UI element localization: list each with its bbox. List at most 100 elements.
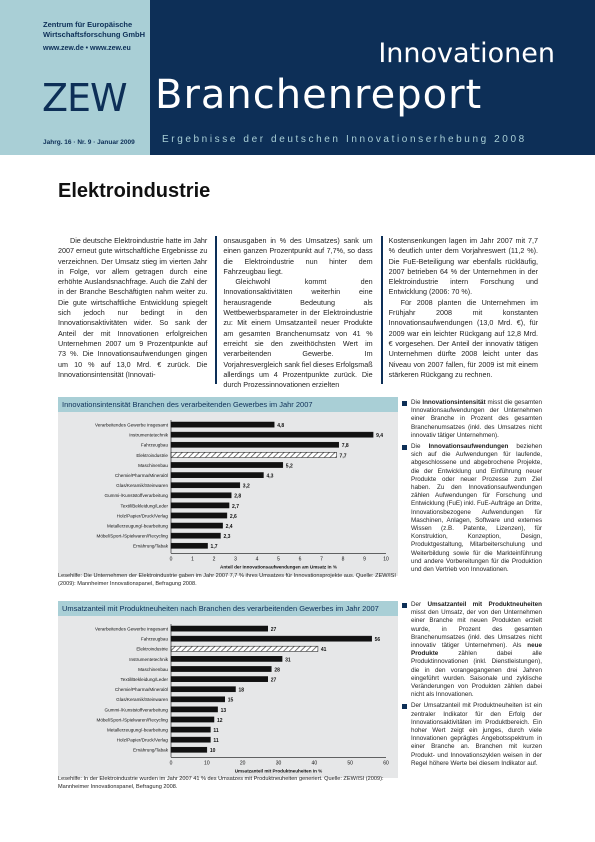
bar: [170, 462, 284, 468]
data-label: 15: [228, 698, 234, 704]
bar: [170, 512, 228, 519]
bar: [170, 625, 268, 632]
bar: [170, 441, 339, 448]
definition-item: Die Innovationsintensität misst die gesa…: [402, 399, 542, 440]
bar: [170, 736, 211, 743]
category-label: Maschinenbau: [138, 463, 168, 468]
category-label: Elektroindustrie: [136, 453, 168, 458]
header-subtitle: Ergebnisse der deutschen Innovationserhe…: [162, 134, 527, 145]
tick-label: 9: [363, 556, 366, 562]
data-label: 4,3: [266, 474, 273, 480]
category-label: Fahrzeugbau: [141, 637, 169, 642]
category-label: Textil/Bekleidung/Leder: [121, 677, 169, 682]
chart-umsatzanteil: Umsatzanteil mit Produktneuheiten nach B…: [58, 601, 398, 778]
sidebar-definitions-1: Die Innovationsintensität misst die gesa…: [402, 399, 542, 577]
category-label: Instrumentetechnik: [129, 657, 169, 662]
bar: [170, 532, 221, 539]
category-label: Instrumentetechnik: [129, 433, 169, 438]
data-label: 7,8: [342, 443, 349, 449]
article-body: Die deutsche Elektroindustrie hatte im J…: [58, 236, 538, 389]
bar: [170, 482, 241, 489]
data-label: 9,4: [376, 433, 383, 439]
data-label: 2,7: [232, 504, 239, 510]
data-label: 3,2: [243, 484, 250, 490]
bar: [170, 666, 272, 672]
data-label: 31: [285, 657, 291, 663]
bar: [170, 542, 208, 549]
bar: [170, 522, 223, 529]
tick-label: 50: [347, 760, 353, 766]
header-right-panel: [150, 0, 595, 155]
bar: [170, 686, 236, 693]
category-label: Chemie/Pharma/Mineralöl: [115, 473, 168, 478]
data-label: 41: [321, 647, 327, 653]
x-axis-label: Umsatzanteil mit Produktneuheiten in %: [235, 768, 323, 773]
category-label: Gummi-/Kunststoffverarbeitung: [105, 493, 169, 498]
tick-label: 60: [383, 760, 389, 766]
category-label: Verarbeitendes Gewerbe insgesamt: [95, 627, 169, 632]
header: Zentrum für Europäische Wirtschaftsforsc…: [0, 0, 595, 155]
org-url[interactable]: www.zew.de • www.zew.eu: [43, 45, 131, 52]
tick-label: 3: [234, 556, 237, 562]
tick-label: 6: [299, 556, 302, 562]
bar: [170, 716, 215, 723]
category-label: Möbel/Sport-/Spielwaren/Recycling: [97, 534, 169, 539]
category-label: Holz/Papier/Druck/Verlag: [117, 738, 169, 743]
chart-title: Umsatzanteil mit Produktneuheiten nach B…: [58, 601, 398, 616]
definition-item: Die Innovationsaufwendungen beziehen sic…: [402, 443, 542, 574]
sidebar-definitions-2: Der Umsatzanteil mit Produktneuheiten mi…: [402, 601, 542, 771]
category-label: Fahrzeugbau: [141, 443, 169, 448]
bar: [170, 492, 232, 499]
data-label: 11: [213, 728, 219, 734]
article-col-1: Die deutsche Elektroindustrie hatte im J…: [58, 236, 208, 379]
org-name: Zentrum für Europäische Wirtschaftsforsc…: [43, 20, 146, 39]
tick-label: 10: [383, 556, 389, 562]
bar: [170, 502, 230, 509]
tick-label: 40: [312, 760, 318, 766]
bar: [170, 746, 208, 753]
title-top: Innovationen: [378, 38, 555, 69]
tick-label: 7: [320, 556, 323, 562]
category-label: Möbel/Sport-/Spielwaren/Recycling: [97, 717, 169, 722]
category-label: Holz/Papier/Druck/Verlag: [117, 513, 169, 518]
chart-innovationsintensitaet: Innovationsintensität Branchen des verar…: [58, 397, 398, 576]
data-label: 11: [213, 738, 219, 744]
bar: [170, 472, 264, 478]
category-label: Ernährung/Tabak: [133, 544, 169, 549]
x-axis-label: Anteil der Innovationsaufwendungen am Um…: [220, 564, 337, 569]
data-label: 2,8: [234, 494, 241, 500]
bar: [170, 635, 372, 642]
bar: [170, 726, 211, 733]
data-label: 27: [271, 678, 277, 684]
category-label: Metallerzeugung/-bearbeitung: [107, 728, 168, 733]
data-label: 56: [375, 637, 381, 643]
title-main: Branchenreport: [155, 72, 483, 118]
chart-svg: Verarbeitendes Gewerbe insgesamt 4,8 Instr…: [95, 420, 389, 569]
bar: [170, 421, 275, 428]
category-label: Ernährung/Tabak: [133, 748, 169, 753]
data-label: 1,7: [211, 544, 218, 550]
issue-info: Jahrg. 16 · Nr. 9 · Januar 2009: [43, 139, 135, 146]
tick-label: 20: [240, 760, 246, 766]
data-label: 28: [274, 667, 280, 673]
data-label: 5,2: [286, 463, 293, 469]
category-label: Glas/Keramik/Steinwaren: [116, 483, 168, 488]
article-col-3: Kostensenkungen lagen im Jahr 2007 mit 7…: [380, 236, 538, 384]
data-label: 18: [239, 688, 245, 694]
header-left-panel: [0, 0, 150, 155]
bar: [170, 645, 319, 652]
data-label: 2,6: [230, 514, 237, 520]
bar: [170, 431, 374, 438]
tick-label: 0: [170, 556, 173, 562]
tick-label: 10: [204, 760, 210, 766]
category-label: Chemie/Pharma/Mineralöl: [115, 687, 168, 692]
data-label: 2,4: [226, 524, 233, 530]
chart-source: Lesehilfe: Die Unternehmen der Elektroin…: [58, 573, 396, 587]
bar: [170, 676, 268, 682]
category-label: Maschinenbau: [138, 667, 168, 672]
tick-label: 30: [276, 760, 282, 766]
bar: [170, 452, 337, 458]
chart-source: Lesehilfe: In der Elektroindustrie wurde…: [58, 776, 384, 790]
data-label: 27: [271, 627, 277, 633]
zew-logo: ZEW: [42, 76, 128, 120]
